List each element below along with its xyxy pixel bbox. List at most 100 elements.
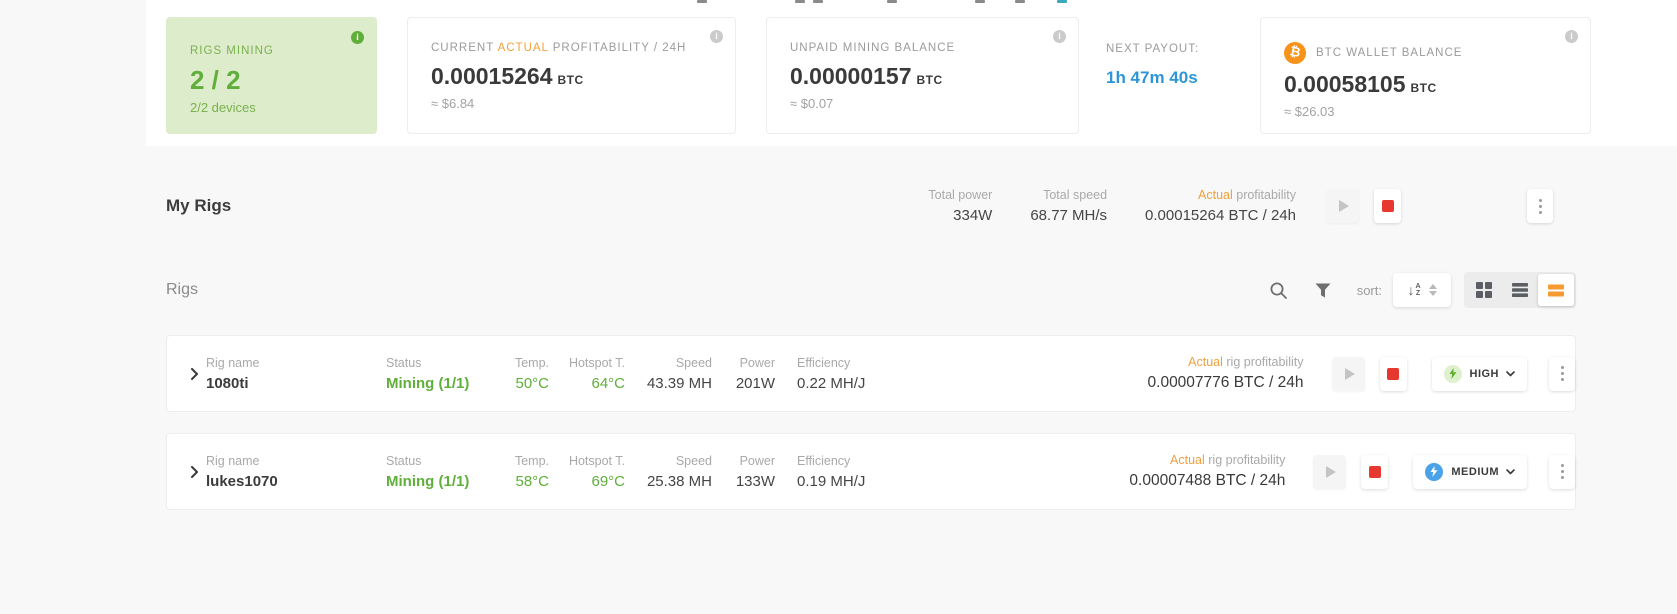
- status-label: Status: [386, 453, 422, 468]
- rig-speed: 25.38 MH: [646, 472, 712, 490]
- play-icon: [1344, 367, 1355, 380]
- topnav-fragment: [887, 0, 897, 3]
- search-icon: [1270, 282, 1287, 299]
- info-icon[interactable]: i: [1053, 30, 1066, 43]
- info-icon[interactable]: i: [1565, 30, 1578, 43]
- expand-chevron-icon[interactable]: [191, 465, 206, 478]
- view-list-button[interactable]: [1502, 274, 1538, 306]
- topnav-fragment-active: [1057, 0, 1067, 3]
- expand-chevron-icon[interactable]: [191, 367, 206, 380]
- rig-profitability-value: 0.00007776 BTC / 24h: [1147, 374, 1304, 391]
- next-payout-label: NEXT PAYOUT:: [1106, 43, 1200, 55]
- compact-view-icon: [1548, 284, 1564, 296]
- stop-rig-button[interactable]: [1379, 356, 1407, 391]
- rig-speed: 43.39 MH: [646, 374, 712, 392]
- hotspot-label: Hotspot T.: [568, 453, 625, 468]
- rig-name: 1080ti: [206, 374, 249, 392]
- power-mode-value: HIGH: [1469, 367, 1499, 380]
- summary-cards: i RIGS MINING 2 / 2 2/2 devices i CURREN…: [166, 17, 1677, 134]
- total-power-label: Total power: [928, 188, 993, 202]
- view-grid-button[interactable]: [1466, 274, 1502, 306]
- play-icon: [1339, 200, 1349, 212]
- search-button[interactable]: [1269, 281, 1288, 300]
- topnav-fragment: [975, 0, 985, 3]
- my-rigs-header: My Rigs Total power 334W Total speed 68.…: [166, 180, 1576, 232]
- rig-hotspot-temp: 64°C: [591, 374, 625, 392]
- rig-menu-button[interactable]: [1549, 356, 1575, 391]
- rig-temp: 50°C: [515, 374, 549, 392]
- actual-profitability-label: Actual profitability: [1198, 188, 1296, 202]
- start-all-button[interactable]: [1326, 189, 1359, 223]
- actual-profitability-stat: Actual profitability 0.00015264 BTC / 24…: [1145, 188, 1296, 224]
- speed-label: Speed: [675, 453, 712, 468]
- rig-row: Rig name 1080ti Status Mining (1/1) Temp…: [166, 335, 1576, 412]
- unpaid-balance-value: 0.00000157 BTC: [790, 63, 943, 89]
- start-rig-button[interactable]: [1313, 454, 1347, 489]
- efficiency-label: Efficiency: [797, 355, 851, 370]
- stop-rig-button[interactable]: [1361, 454, 1389, 489]
- info-icon[interactable]: i: [351, 31, 364, 44]
- total-power-stat: Total power 334W: [928, 188, 992, 224]
- stop-icon: [1381, 200, 1394, 212]
- status-label: Status: [386, 355, 422, 370]
- total-speed-stat: Total speed 68.77 MH/s: [1030, 188, 1107, 224]
- power-mode-dropdown[interactable]: HIGH: [1431, 356, 1527, 391]
- list-view-icon: [1512, 283, 1528, 297]
- filter-icon: [1315, 283, 1331, 297]
- temp-label: Temp.: [514, 453, 549, 468]
- total-speed-value: 68.77 MH/s: [1030, 207, 1108, 224]
- wallet-balance-fiat: ≈ $26.03: [1284, 104, 1335, 119]
- rig-temp: 58°C: [515, 472, 549, 490]
- rig-hotspot-temp: 69°C: [591, 472, 625, 490]
- rig-profitability-label: Actual rig profitability: [1188, 355, 1304, 369]
- stop-icon: [1387, 367, 1399, 380]
- power-mode-value: MEDIUM: [1451, 465, 1499, 478]
- topnav-fragment: [795, 0, 805, 3]
- next-payout-countdown: 1h 47m 40s: [1106, 68, 1198, 87]
- info-icon[interactable]: i: [710, 30, 723, 43]
- btc-unit: BTC: [916, 73, 943, 87]
- view-compact-button[interactable]: [1538, 274, 1574, 306]
- rig-profitability-value: 0.00007488 BTC / 24h: [1129, 472, 1286, 489]
- sort-label: sort:: [1356, 282, 1382, 298]
- lightning-icon: [1443, 364, 1462, 383]
- btc-wallet-card: i ₿ BTC WALLET BALANCE 0.00058105 BTC ≈ $…: [1260, 17, 1591, 134]
- view-mode-segmented-control: [1464, 272, 1576, 308]
- rig-name-label: Rig name: [206, 355, 260, 370]
- rig-status: Mining (1/1): [386, 472, 470, 490]
- total-speed-label: Total speed: [1043, 188, 1108, 202]
- topnav-fragment: [813, 0, 823, 3]
- unpaid-balance-card: i UNPAID MINING BALANCE 0.00000157 BTC ≈ …: [766, 17, 1079, 134]
- current-profitability-fiat: ≈ $6.84: [431, 96, 475, 111]
- stop-all-button[interactable]: [1374, 189, 1401, 223]
- my-rigs-title: My Rigs: [166, 196, 232, 215]
- summary-band: i RIGS MINING 2 / 2 2/2 devices i CURREN…: [146, 0, 1677, 146]
- topnav-fragment: [1015, 0, 1025, 3]
- rig-name: lukes1070: [206, 472, 278, 490]
- rig-row: Rig name lukes1070 Status Mining (1/1) T…: [166, 433, 1576, 510]
- current-profitability-label: CURRENT ACTUAL PROFITABILITY / 24H: [431, 42, 687, 54]
- unpaid-balance-fiat: ≈ $0.07: [790, 96, 834, 111]
- rig-status: Mining (1/1): [386, 374, 470, 392]
- btc-unit: BTC: [557, 73, 584, 87]
- start-rig-button[interactable]: [1331, 356, 1365, 391]
- unpaid-balance-label: UNPAID MINING BALANCE: [790, 42, 956, 54]
- current-profitability-value: 0.00015264 BTC: [431, 63, 584, 89]
- my-rigs-menu-button[interactable]: [1527, 189, 1553, 223]
- rigs-title: Rigs: [166, 281, 199, 298]
- power-mode-dropdown[interactable]: MEDIUM: [1413, 454, 1527, 489]
- rig-profitability-label: Actual rig profitability: [1170, 453, 1286, 467]
- kebab-icon: [1560, 464, 1564, 467]
- play-icon: [1326, 465, 1337, 478]
- rig-efficiency: 0.22 MH/J: [797, 374, 866, 392]
- rig-menu-button[interactable]: [1549, 454, 1575, 489]
- power-label: Power: [739, 355, 775, 370]
- power-label: Power: [739, 453, 775, 468]
- total-power-value: 334W: [953, 207, 993, 224]
- bitcoin-icon: ₿: [1281, 39, 1309, 67]
- filter-button[interactable]: [1315, 283, 1331, 298]
- chevron-down-icon: [1506, 370, 1515, 376]
